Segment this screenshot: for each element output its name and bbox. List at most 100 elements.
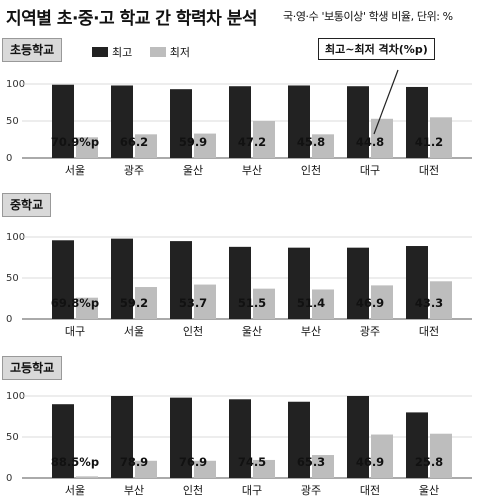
category-label: 서울 [124,325,144,338]
category-label: 광주 [360,325,380,338]
gap-value-label: 51.4 [297,296,325,310]
gap-value-label: 53.7 [179,296,207,310]
category-label: 울산 [242,325,262,338]
y-tick-label: 0 [6,473,12,484]
category-label: 인천 [301,163,321,177]
legend-min-swatch [149,47,166,57]
bar-min [253,459,275,478]
category-label: 부산 [301,325,321,338]
category-label: 광주 [124,164,144,177]
gap-value-label: 76.9 [179,455,207,469]
gap-value-label: 41.2 [415,135,443,149]
category-label: 부산 [242,164,262,177]
category-label: 서울 [65,484,85,497]
gap-value-label: 74.5 [238,455,266,469]
page-subtitle: 국·영·수 '보통이상' 학생 비율, 단위: % [283,10,453,23]
bar-max [229,86,251,158]
bar-max [170,397,192,478]
gap-callout: 최고~최저 격차(%p) [318,38,435,60]
y-tick-label: 0 [6,153,12,164]
bar-max [347,86,369,158]
bar-max [406,86,428,158]
bar-min [371,434,393,478]
category-label: 대구 [360,164,380,177]
category-label: 인천 [183,324,203,338]
category-label: 대전 [419,164,439,177]
bar-min [76,297,98,319]
category-label: 서울 [65,164,85,177]
bar-max [288,85,310,158]
legend-max-swatch [92,47,108,57]
gap-value-label: 59.9 [179,135,207,149]
y-tick-label: 100 [6,232,25,243]
bar-max [347,396,369,478]
category-label: 울산 [419,484,439,497]
bar-min [430,281,452,319]
y-tick-label: 100 [6,391,25,402]
bar-min [135,287,157,319]
bar-max [229,399,251,478]
bar-max [170,241,192,319]
legend: 최고 최저 [92,44,204,60]
bar-min [194,284,216,319]
section-label-elementary: 초등학교 [2,38,63,62]
legend-min-label: 최저 [169,46,190,59]
bar-max [170,89,192,158]
gap-value-label: 44.8 [356,135,384,149]
bar-max [347,247,369,319]
bar-max [111,85,133,158]
y-tick-label: 50 [6,273,19,284]
page-title: 지역별 초·중·고 학교 간 학력차 분석 [6,9,257,29]
y-tick-label: 50 [6,432,19,443]
bar-min [430,117,452,158]
legend-max-label: 최고 [112,46,133,59]
bar-min [135,460,157,478]
header: 지역별 초·중·고 학교 간 학력차 분석 국·영·수 '보통이상' 학생 비율… [0,0,480,34]
gap-value-label: 70.9%p [51,135,99,149]
bar-max [288,401,310,478]
bar-max [288,247,310,319]
category-label: 대구 [65,325,85,338]
bar-min [135,134,157,158]
category-label: 대구 [242,484,262,497]
high-panel: 고등학교 0 50 100 88.5%p 서울 78.9 부산 76.9 인천 74.5 대구 65.… [0,356,480,501]
gap-value-label: 46.9 [356,296,384,310]
gap-value-label: 43.3 [415,296,443,310]
gap-value-label: 46.9 [356,455,384,469]
bar-max [52,404,74,478]
gap-value-label: 47.2 [238,135,266,149]
bar-min [430,433,452,478]
gap-value-label: 78.9 [120,455,148,469]
category-label: 대전 [419,325,439,338]
bar-min [253,121,275,158]
bar-max [229,246,251,319]
bar-max [111,396,133,478]
bar-max [406,246,428,319]
y-tick-label: 50 [6,116,19,127]
bar-min [76,476,98,478]
category-label: 인천 [183,483,203,497]
chart-middle: 0 50 100 69.8%p 대구 59.2 서울 53.7 인천 51.5 울산 51.4 부산 46… [6,232,472,338]
category-label: 부산 [124,484,144,497]
category-label: 대전 [360,484,380,497]
callout-pointer [373,69,399,135]
section-label-high: 고등학교 [2,356,63,380]
category-label: 울산 [183,164,203,177]
y-tick-label: 100 [6,79,25,90]
bar-max [52,84,74,158]
bar-min [194,460,216,478]
gap-value-label: 25.8 [415,455,443,469]
bar-max [111,238,133,319]
elementary-panel: 초등학교 최고 최저 최고~최저 격차(%p) 0 50 100 70.9%p 서울 66… [0,34,480,186]
gap-value-label: 69.8%p [51,296,99,310]
gap-value-label: 65.3 [297,455,325,469]
gap-value-label: 51.5 [238,296,266,310]
bar-min [312,134,334,158]
bar-min [371,285,393,319]
gap-value-label: 59.2 [120,296,148,310]
chart-high: 0 50 100 88.5%p 서울 78.9 부산 76.9 인천 74.5 대구 65.3 광주 46… [6,391,472,497]
gap-value-label: 66.2 [120,135,148,149]
gap-value-label: 45.8 [297,135,325,149]
bar-max [406,412,428,478]
bar-min [76,137,98,158]
